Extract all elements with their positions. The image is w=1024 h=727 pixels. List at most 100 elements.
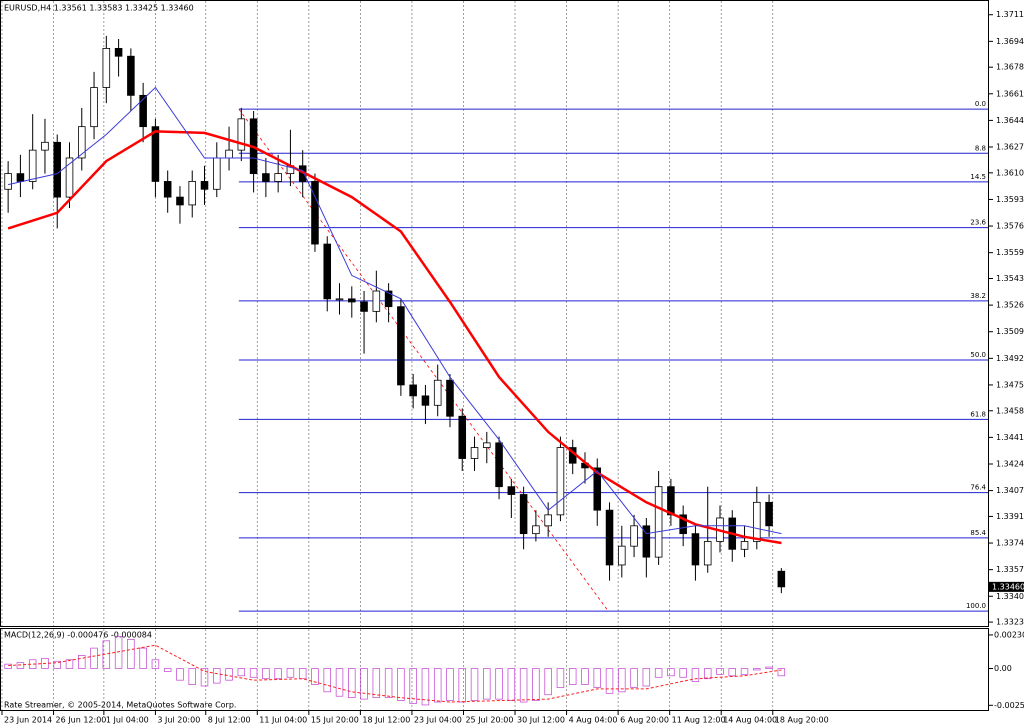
- macd-bar: [728, 668, 736, 677]
- candle-body: [16, 173, 25, 182]
- price-tag: [989, 581, 1024, 592]
- candle-body: [274, 173, 282, 182]
- macd-frame: [0, 628, 989, 711]
- x-tick-label: 18 Aug 20:00: [775, 716, 829, 725]
- candle-body: [642, 525, 651, 558]
- y-tick-label: 1.35090: [996, 327, 1024, 336]
- candle-body: [213, 157, 221, 190]
- y-tick-label: 1.33910: [996, 512, 1024, 521]
- macd-bar: [568, 668, 577, 685]
- y-tick-label: 1.36780: [996, 63, 1024, 72]
- macd-bar: [753, 668, 761, 671]
- candle-body: [630, 525, 638, 547]
- candle-body: [433, 379, 442, 406]
- candle-body: [421, 395, 430, 406]
- x-tick-label: 3 Jul 20:00: [157, 716, 200, 725]
- candle-body: [765, 501, 773, 527]
- fibo-label: 76.4: [970, 484, 986, 492]
- macd-bar: [507, 668, 516, 701]
- fibo-trend: [238, 108, 609, 612]
- macd-bar: [433, 668, 442, 703]
- main-frame: [0, 0, 989, 627]
- macd-bar: [446, 668, 454, 701]
- chart-title: EURUSD,H4 1.33561 1.33583 1.33425 1.3346…: [4, 4, 194, 13]
- macd-bar: [4, 663, 12, 669]
- macd-bar: [532, 668, 540, 701]
- macd-bar: [16, 662, 25, 669]
- macd-bar: [483, 668, 491, 700]
- candle-body: [237, 118, 246, 151]
- x-tick-label: 15 Jul 20:00: [311, 716, 359, 725]
- candle-body: [618, 545, 626, 566]
- y-tick-label: 1.36945: [996, 37, 1024, 46]
- candle-body: [114, 47, 123, 57]
- y-tick-label: 1.34075: [996, 486, 1024, 495]
- macd-bar: [163, 668, 172, 672]
- y-tick-label: 1.35935: [996, 195, 1024, 204]
- candle-body: [593, 467, 602, 511]
- macd-bar: [654, 668, 663, 678]
- candle-body: [691, 533, 700, 566]
- macd-bar: [213, 668, 221, 684]
- candle-body: [4, 173, 12, 190]
- macd-bar: [544, 668, 552, 696]
- y-tick-label: 0.00: [994, 664, 1012, 673]
- fibo-label: 8.8: [975, 144, 986, 152]
- fibo-label: 100.0: [966, 602, 986, 610]
- candle-body: [446, 379, 454, 417]
- x-tick-label: 1 Jul 04:00: [106, 716, 149, 725]
- macd-bar: [200, 668, 209, 687]
- x-tick-label: 25 Jul 20:00: [465, 716, 513, 725]
- candle-body: [151, 126, 160, 182]
- candle-body: [667, 486, 675, 516]
- macd-bar: [397, 668, 405, 701]
- fibo-label: 14.5: [970, 173, 986, 181]
- macd-bar: [384, 668, 393, 699]
- fibo-label: 0.0: [975, 100, 986, 108]
- candle-body: [127, 55, 135, 96]
- x-tick-label: 14 Aug 04:00: [723, 716, 777, 725]
- candle-body: [348, 298, 356, 303]
- macd-bar: [605, 668, 614, 694]
- candle-body: [262, 173, 270, 182]
- macd-bar: [262, 668, 270, 680]
- x-tick-label: 11 Aug 12:00: [672, 716, 726, 725]
- macd-bar: [716, 668, 724, 675]
- y-tick-label: 1.35765: [996, 222, 1024, 231]
- x-tick-label: 26 Jun 12:00: [56, 716, 107, 725]
- macd-bar: [225, 668, 233, 681]
- macd-bar: [581, 668, 589, 685]
- x-tick-label: 30 Jul 12:00: [517, 716, 565, 725]
- candle-body: [740, 541, 749, 550]
- macd-bar: [703, 668, 712, 680]
- candle-body: [605, 509, 614, 566]
- macd-bar: [372, 668, 381, 699]
- y-tick-label: 1.34245: [996, 459, 1024, 468]
- y-tick-label: 1.36270: [996, 143, 1024, 152]
- macd-bar: [409, 668, 417, 704]
- candle-body: [679, 514, 687, 535]
- fibo-label: 23.6: [970, 219, 986, 227]
- candle-body: [335, 298, 344, 301]
- candle-body: [384, 290, 393, 308]
- x-tick-label: 6 Aug 20:00: [620, 716, 669, 725]
- macd-bar: [421, 668, 430, 706]
- candle-body: [188, 181, 197, 206]
- y-tick-label: 1.36105: [996, 168, 1024, 177]
- macd-bar: [323, 668, 331, 693]
- candle-body: [777, 570, 786, 588]
- macd-bar: [348, 668, 356, 699]
- candle-body: [397, 306, 405, 386]
- candle-body: [90, 87, 98, 128]
- macd-bar: [286, 668, 295, 678]
- macd-bar: [151, 659, 160, 669]
- candle-body: [532, 525, 540, 535]
- candle-body: [458, 415, 467, 459]
- macd-bar: [249, 668, 258, 678]
- x-tick-label: 8 Jul 12:00: [208, 716, 251, 725]
- macd-bar: [470, 668, 479, 701]
- y-tick-label: 1.35260: [996, 301, 1024, 310]
- x-tick-label: 23 Jul 04:00: [414, 716, 462, 725]
